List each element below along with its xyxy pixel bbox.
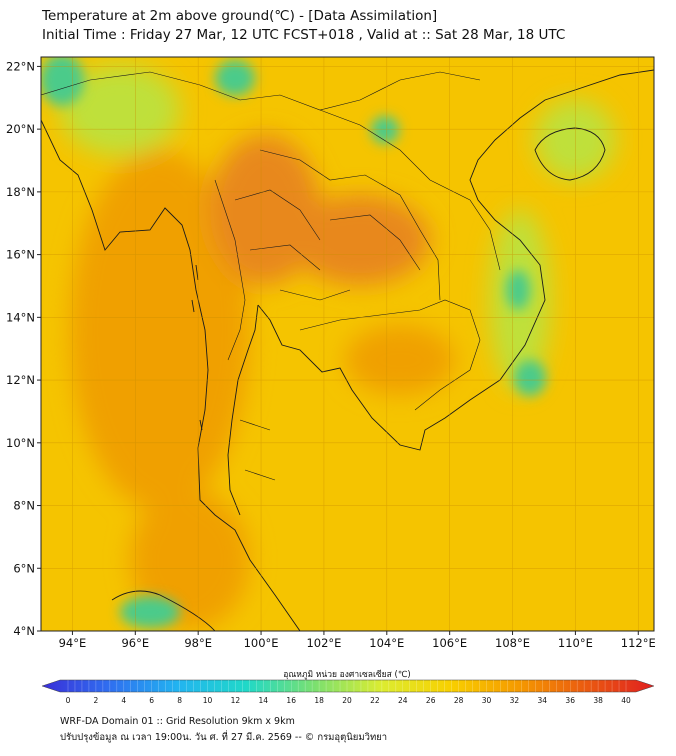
colorbar-tick-label: 12 xyxy=(231,696,241,705)
colorbar-tick-label: 4 xyxy=(121,696,126,705)
map-subtitle: Initial Time : Friday 27 Mar, 12 UTC FCS… xyxy=(42,27,566,43)
colorbar-tick-label: 2 xyxy=(94,696,99,705)
lat-tick-label: 8°N xyxy=(13,499,35,513)
colorbar-tick-label: 26 xyxy=(426,696,436,705)
coastline-gulf-thailand xyxy=(227,304,259,516)
cold-spot-laos xyxy=(371,116,399,144)
warm-region-isan xyxy=(290,195,430,285)
lon-tick-label: 110°E xyxy=(558,636,593,650)
lat-tick-label: 10°N xyxy=(6,436,35,450)
cool-region-hainan xyxy=(535,100,615,180)
border-thailand-laos xyxy=(259,149,441,301)
lat-tick-label: 22°N xyxy=(6,59,35,73)
coastline-hainan xyxy=(534,127,606,181)
colorbar-tick-label: 10 xyxy=(203,696,213,705)
colorbar-tick-label: 32 xyxy=(510,696,520,705)
footer-credit: ปรับปรุงข้อมูล ณ เวลา 19:00น. วัน ศ. ที่… xyxy=(60,732,388,743)
lat-tick-label: 6°N xyxy=(13,561,35,575)
map-frame xyxy=(40,56,655,632)
lon-tick-label: 98°E xyxy=(184,636,212,650)
colorbar-ticks: 0 2 4 6 8 10 12 14 16 18 20 22 24 26 28 30 32 34 36 38 40 xyxy=(66,680,631,705)
map-area[interactable] xyxy=(40,54,654,631)
lat-tick-label: 16°N xyxy=(6,248,35,262)
cool-region-myanmar-north xyxy=(60,65,180,155)
cold-spots xyxy=(41,57,546,628)
lat-tick-label: 14°N xyxy=(6,310,35,324)
lon-tick-label: 100°E xyxy=(244,636,279,650)
colorbar-tick-label: 28 xyxy=(454,696,464,705)
colorbar-tick-label: 36 xyxy=(565,696,575,705)
lon-tick-label: 104°E xyxy=(369,636,404,650)
colorbar-tick-label: 34 xyxy=(538,696,548,705)
lat-tick-label: 4°N xyxy=(13,624,35,638)
colorbar-tick-label: 8 xyxy=(177,696,182,705)
lon-tick-label: 94°E xyxy=(59,636,87,650)
border-china xyxy=(41,71,481,111)
lon-tick-label: 96°E xyxy=(121,636,149,650)
lon-tick-label: 102°E xyxy=(306,636,341,650)
cold-spot-sumatra xyxy=(120,596,180,628)
lon-tick-label: 106°E xyxy=(432,636,467,650)
colorbar-tick-label: 38 xyxy=(593,696,603,705)
colorbar-tick-label: 18 xyxy=(314,696,324,705)
cold-spot-vietnam-central xyxy=(506,270,530,310)
colorbar-tick-label: 0 xyxy=(66,696,71,705)
colorbar-tick-label: 24 xyxy=(398,696,408,705)
latitude-labels: 22°N 20°N 18°N 16°N 14°N 12°N 10°N 8°N 6°N 4°N xyxy=(6,59,41,638)
border-thai-provinces xyxy=(234,189,421,481)
colorbar-tick-label: 6 xyxy=(149,696,154,705)
lat-tick-label: 20°N xyxy=(6,122,35,136)
warm-region-andaman-sea xyxy=(70,150,250,510)
coastline-sumatra xyxy=(111,590,216,631)
warm-region-cambodia xyxy=(345,325,455,395)
colorbar-tick-label: 30 xyxy=(482,696,492,705)
map-title: Temperature at 2m above ground(℃) - [Dat… xyxy=(42,8,438,24)
border-myanmar-thailand xyxy=(214,179,246,361)
gridlines xyxy=(41,57,654,631)
colorbar-tick-label: 20 xyxy=(342,696,352,705)
temperature-colorbar: 0 2 4 6 8 10 12 14 16 18 20 22 24 26 28 30 32 34 36 38 40 xyxy=(41,679,655,705)
colorbar-tick-label: 22 xyxy=(370,696,380,705)
coastline-andaman-islands xyxy=(191,264,203,431)
colorbar-gradient xyxy=(41,679,655,693)
colorbar-tick-label: 14 xyxy=(259,696,269,705)
cold-spot-north xyxy=(215,60,255,96)
footer-model-info: WRF-DA Domain 01 :: Grid Resolution 9km … xyxy=(60,716,295,727)
cold-spot-nw xyxy=(41,57,84,106)
lat-tick-label: 18°N xyxy=(6,185,35,199)
colorbar-tick-label: 40 xyxy=(621,696,631,705)
border-laos-vietnam xyxy=(319,109,501,271)
colorbar-tick-label: 16 xyxy=(286,696,296,705)
colorbar-label: อุณหภูมิ หน่วย องศาเซลเซียส (℃) xyxy=(283,669,410,680)
longitude-labels: 94°E 96°E 98°E 100°E 102°E 104°E 106°E 108°E 110… xyxy=(59,631,656,650)
lat-tick-label: 12°N xyxy=(6,373,35,387)
lon-tick-label: 112°E xyxy=(621,636,656,650)
cold-spot-vietnam-south xyxy=(514,360,546,396)
lon-tick-label: 108°E xyxy=(495,636,530,650)
